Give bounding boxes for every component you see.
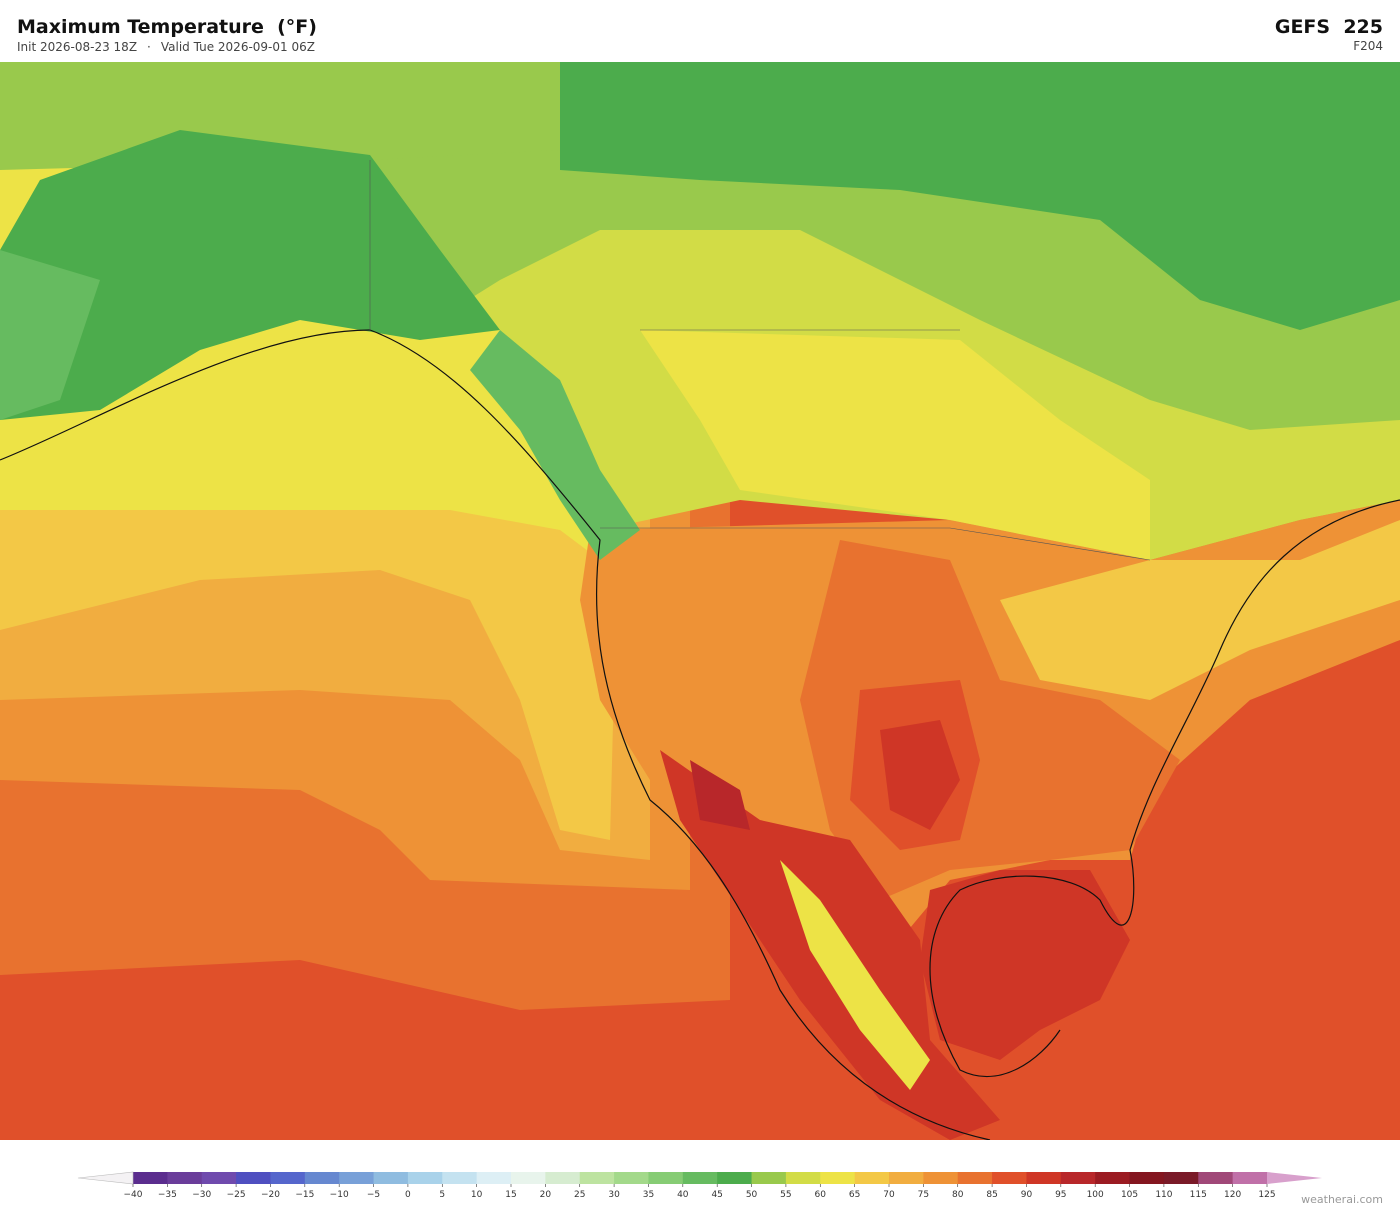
hot-spot: [690, 760, 750, 830]
model: GEFS 225: [1274, 16, 1383, 38]
color-box: [407, 1172, 443, 1184]
tick-label: −10: [330, 1190, 349, 1200]
tick-label: 90: [1021, 1190, 1033, 1200]
hot-spot: [880, 720, 960, 830]
gulf: [920, 870, 1130, 1060]
color-box: [923, 1172, 959, 1184]
color-box: [133, 1172, 168, 1184]
color-box: [1198, 1172, 1234, 1184]
tick-label: −5: [367, 1190, 380, 1200]
color-box: [167, 1172, 203, 1184]
tick-label: 25: [574, 1190, 585, 1200]
color-box: [236, 1172, 271, 1184]
init-time: Init 2026-08-23 18Z: [17, 40, 138, 54]
tick-label: 5: [439, 1190, 445, 1200]
land-region: [0, 130, 500, 420]
color-box: [751, 1172, 787, 1184]
color-box: [992, 1172, 1027, 1184]
tick-label: 115: [1190, 1190, 1207, 1200]
tick-label: −25: [227, 1190, 246, 1200]
tick-label: 70: [883, 1190, 895, 1200]
tick-label: 50: [746, 1190, 758, 1200]
color-box: [889, 1172, 924, 1184]
color-box: [614, 1172, 649, 1184]
subtitle: Init 2026-08-23 18Z · Valid Tue 2026-09-01…: [17, 40, 325, 54]
tick-label: 0: [405, 1190, 411, 1200]
title: Maximum Temperature (°F): [17, 16, 317, 38]
tick-label: 35: [643, 1190, 654, 1200]
borders: [369, 160, 1151, 561]
land-region: [470, 330, 640, 560]
tick-label: 120: [1224, 1190, 1241, 1200]
color-box: [511, 1172, 546, 1184]
tick-label: 55: [780, 1190, 791, 1200]
color-box: [579, 1172, 615, 1184]
color-box: [545, 1172, 581, 1184]
color-box: [1026, 1172, 1062, 1184]
tick-label: −30: [192, 1190, 211, 1200]
tick-label: −40: [124, 1190, 143, 1200]
map: [0, 62, 1400, 1140]
tick-label: 30: [608, 1190, 620, 1200]
tick-label: 125: [1258, 1190, 1275, 1200]
tick-label: 60: [815, 1190, 827, 1200]
color-box: [1095, 1172, 1131, 1184]
tick-label: 80: [952, 1190, 964, 1200]
color-box: [1060, 1172, 1096, 1184]
color-box: [785, 1172, 821, 1184]
coastline: [0, 329, 1400, 1140]
color-box: [373, 1172, 409, 1184]
credit: weatherai.com: [1301, 1193, 1383, 1206]
color-box: [270, 1172, 306, 1184]
color-box: [476, 1172, 512, 1184]
tick-label: 75: [918, 1190, 929, 1200]
color-box: [820, 1172, 856, 1184]
tick-label: 20: [540, 1190, 552, 1200]
color-box: [682, 1172, 718, 1184]
forecast-hour: F204: [1353, 39, 1383, 53]
color-box: [717, 1172, 753, 1184]
color-box: [1163, 1172, 1199, 1184]
color-box: [304, 1172, 340, 1184]
tick-label: 105: [1121, 1190, 1138, 1200]
color-box: [1232, 1172, 1268, 1184]
land-region: [0, 62, 560, 170]
tick-label: 100: [1087, 1190, 1104, 1200]
tick-label: 10: [471, 1190, 483, 1200]
tick-label: 95: [1055, 1190, 1066, 1200]
valid-time: Valid Tue 2026-09-01 06Z: [160, 40, 315, 54]
tick-label: −15: [295, 1190, 314, 1200]
color-box: [339, 1172, 375, 1184]
tick-label: 110: [1155, 1190, 1172, 1200]
colorbar: −40 −35 −30 −25 −20 −15 −10 −5 0 5 10 15 20 25 30 35 40 4…: [77, 1171, 1322, 1200]
tick-label: 45: [711, 1190, 722, 1200]
land-region: [1000, 520, 1400, 700]
tick-label: 40: [677, 1190, 689, 1200]
tick-label: 65: [849, 1190, 860, 1200]
color-box: [1129, 1172, 1165, 1184]
tick-label: −20: [261, 1190, 280, 1200]
tick-label: 15: [505, 1190, 516, 1200]
land-region: [640, 330, 1150, 560]
land-region: [780, 860, 930, 1090]
color-box: [957, 1172, 993, 1184]
separator: ·: [147, 40, 151, 54]
over-extension: [1267, 1172, 1322, 1184]
tick-label: 85: [986, 1190, 997, 1200]
color-box: [442, 1172, 478, 1184]
color-box: [854, 1172, 890, 1184]
color-box: [648, 1172, 684, 1184]
under-extension: [77, 1171, 134, 1185]
land-region: [0, 250, 100, 420]
tick-label: −35: [158, 1190, 177, 1200]
color-box: [201, 1172, 237, 1184]
land-region: [560, 62, 1400, 330]
